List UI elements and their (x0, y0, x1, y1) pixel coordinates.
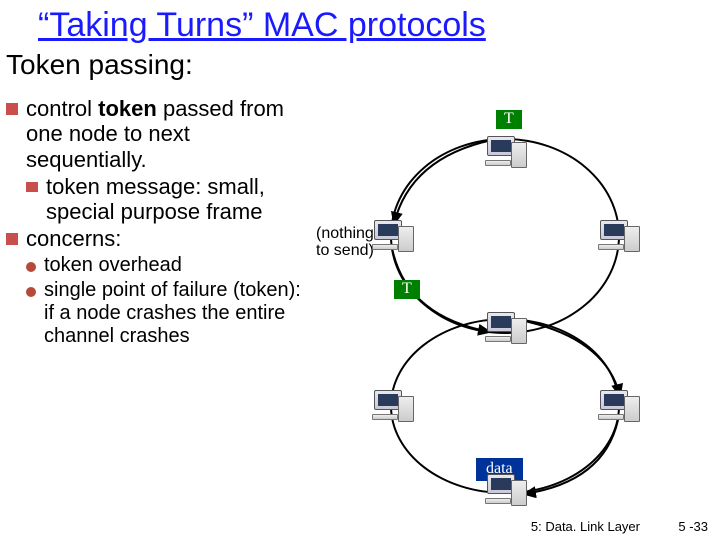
computer-node-icon (485, 474, 525, 510)
footer-page: 5 -33 (678, 519, 708, 534)
computer-node-icon (372, 220, 412, 256)
bullet-square-icon (6, 103, 18, 115)
bullet-text: token overhead (44, 254, 182, 277)
list-item: single point of failure (token): if a no… (26, 279, 316, 348)
bullet-text: single point of failure (token): if a no… (44, 279, 316, 348)
bullet-text-bold: token (98, 96, 157, 121)
list-item: token overhead (26, 254, 316, 277)
list-item: token message: small, special purpose fr… (26, 174, 316, 225)
bullet-square-icon (6, 233, 18, 245)
computer-node-icon (372, 390, 412, 426)
footer-chapter: 5: Data. Link Layer (531, 519, 640, 534)
nothing-to-send-note: (nothing to send) (316, 226, 374, 260)
bullet-text: concerns: (26, 226, 121, 251)
bullet-text: control (26, 96, 98, 121)
note-line: to send) (316, 242, 374, 259)
token-diagram: T T data (nothing to send) (320, 100, 720, 500)
computer-node-icon (598, 220, 638, 256)
computer-node-icon (598, 390, 638, 426)
list-item: control token passed from one node to ne… (6, 96, 316, 172)
bullet-text: token message: small, special purpose fr… (46, 174, 316, 225)
computer-node-icon (485, 312, 525, 348)
computer-node-icon (485, 136, 525, 172)
bullet-square-icon (26, 182, 38, 192)
bullet-circle-icon (26, 287, 36, 297)
slide-title: “Taking Turns” MAC protocols (0, 0, 720, 47)
bullet-list: control token passed from one node to ne… (6, 96, 316, 350)
bullet-circle-icon (26, 262, 36, 272)
list-item: concerns: (6, 226, 316, 251)
token-label: T (496, 110, 522, 129)
note-line: (nothing (316, 225, 374, 242)
slide-subtitle: Token passing: (0, 47, 720, 85)
token-label: T (394, 280, 420, 299)
